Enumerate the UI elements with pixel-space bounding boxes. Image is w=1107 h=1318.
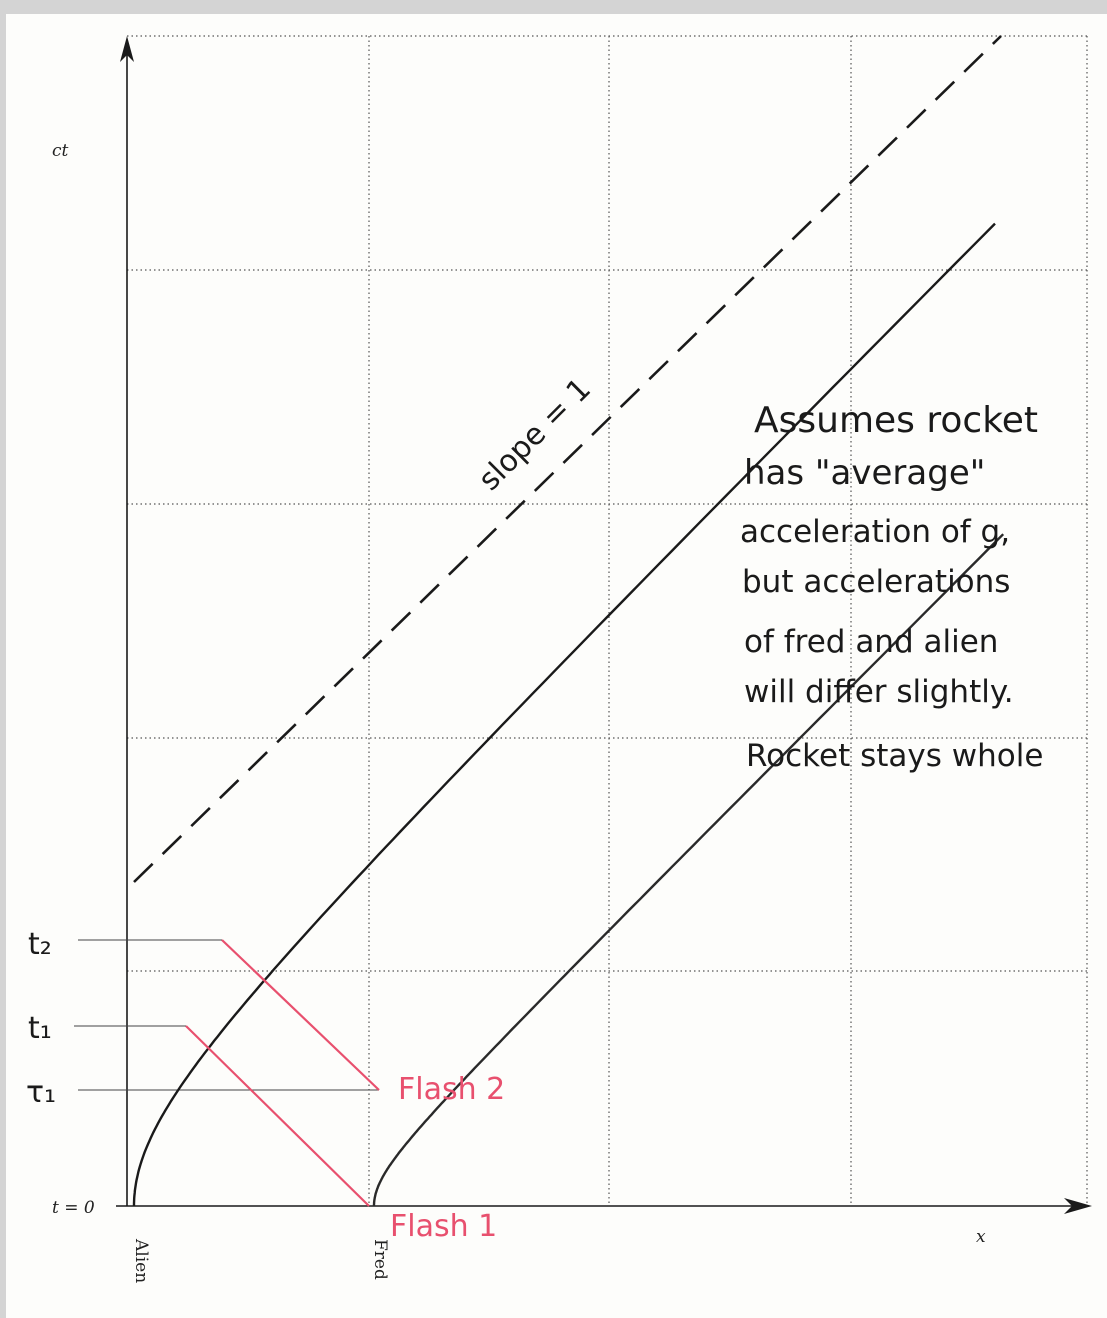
slope-label: slope = 1 — [472, 372, 598, 498]
tau1-label: τ₁ — [26, 1075, 56, 1110]
note-line-5: of fred and alien — [744, 624, 998, 660]
diagram-frame: ct x t = 0 Alien Fred t₂ t₁ τ₁ slope = 1… — [6, 14, 1107, 1318]
note-line-1: Assumes rocket — [754, 400, 1038, 441]
fred-label: Fred — [370, 1239, 390, 1280]
t-zero-label: t = 0 — [52, 1198, 95, 1218]
flash1-label: Flash 1 — [390, 1209, 497, 1244]
note-line-4: but accelerations — [742, 564, 1010, 600]
note-line-6: will differ slightly. — [744, 674, 1014, 710]
flash2-label: Flash 2 — [398, 1072, 505, 1107]
ct-axis-arrow-icon — [120, 36, 134, 62]
note-line-3: acceleration of g, — [740, 514, 1010, 550]
note: Assumes rocket has "average" acceleratio… — [740, 400, 1043, 774]
note-line-7: Rocket stays whole — [746, 738, 1043, 774]
asymptote-line — [133, 35, 1002, 883]
alien-label: Alien — [131, 1238, 151, 1283]
fred-worldline — [372, 533, 1005, 1206]
note-line-2: has "average" — [744, 453, 985, 493]
t2-label: t₂ — [28, 927, 52, 962]
spacetime-diagram: ct x t = 0 Alien Fred t₂ t₁ τ₁ slope = 1… — [26, 35, 1092, 1283]
flash1-light-ray — [185, 1025, 370, 1207]
ct-axis-label: ct — [52, 141, 69, 161]
t1-label: t₁ — [28, 1011, 52, 1046]
x-axis-arrow-icon — [1064, 1198, 1092, 1214]
flash2-light-ray — [221, 939, 380, 1091]
grid — [127, 35, 1088, 1206]
alien-worldline — [132, 222, 996, 1206]
x-axis-label: x — [976, 1227, 986, 1247]
